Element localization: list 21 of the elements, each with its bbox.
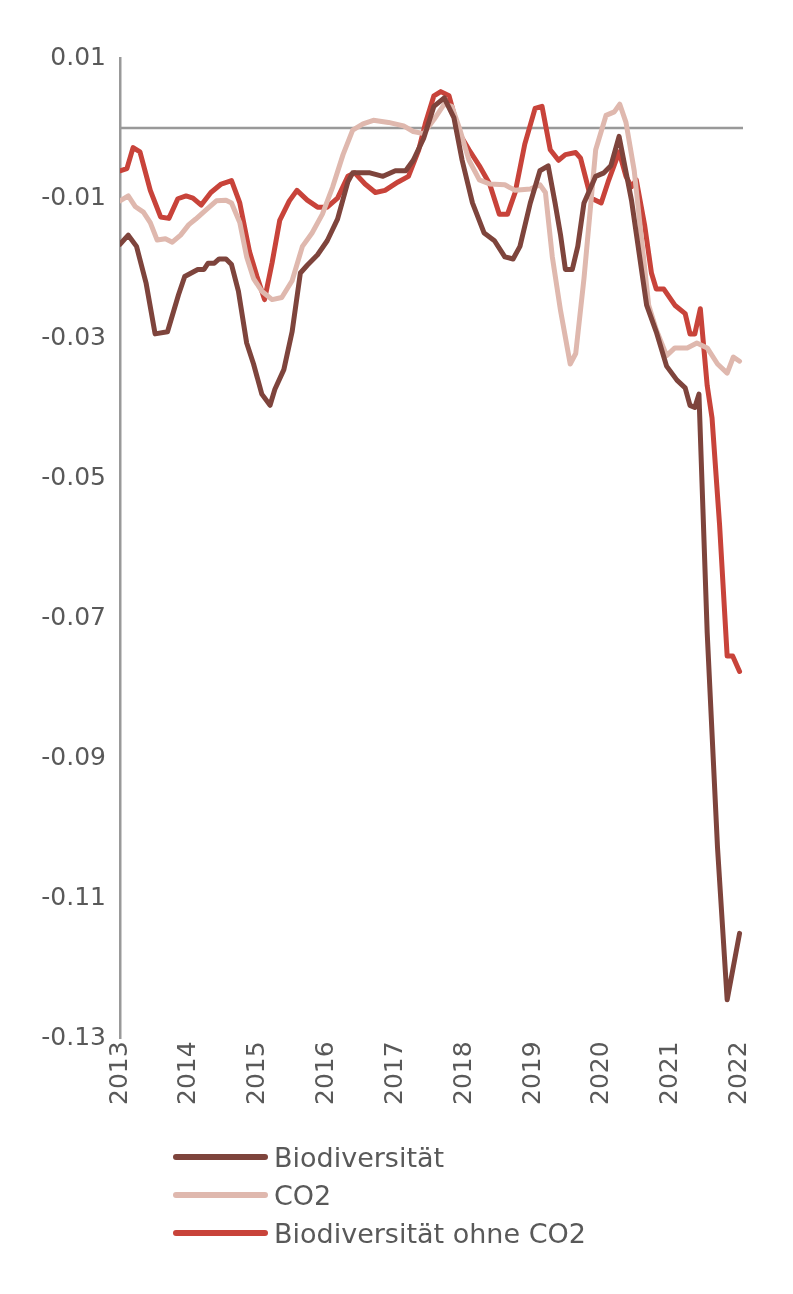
y-tick-label: -0.03 xyxy=(41,321,106,351)
x-tick-label: 2015 xyxy=(241,1041,271,1105)
legend-label: CO2 xyxy=(274,1179,332,1211)
x-tick-label: 2021 xyxy=(654,1041,684,1105)
x-tick-label: 2017 xyxy=(378,1041,408,1105)
y-tick-label: -0.07 xyxy=(41,601,106,631)
x-tick-label: 2022 xyxy=(723,1041,753,1105)
y-tick-label: -0.13 xyxy=(41,1021,106,1051)
x-tick-label: 2018 xyxy=(447,1041,477,1105)
y-tick-label: -0.11 xyxy=(41,881,106,911)
legend-label: Biodiversität ohne CO2 xyxy=(274,1217,586,1249)
x-tick-label: 2019 xyxy=(516,1041,546,1105)
y-tick-label: -0.09 xyxy=(41,741,106,771)
y-tick-label: 0.01 xyxy=(50,41,106,71)
legend-label: Biodiversität xyxy=(274,1141,445,1173)
x-tick-label: 2014 xyxy=(172,1041,202,1105)
x-tick-label: 2016 xyxy=(310,1041,340,1105)
x-tick-label: 2013 xyxy=(103,1041,133,1105)
x-tick-label: 2020 xyxy=(585,1041,615,1105)
y-tick-label: -0.01 xyxy=(41,181,106,211)
y-tick-label: -0.05 xyxy=(41,461,106,491)
